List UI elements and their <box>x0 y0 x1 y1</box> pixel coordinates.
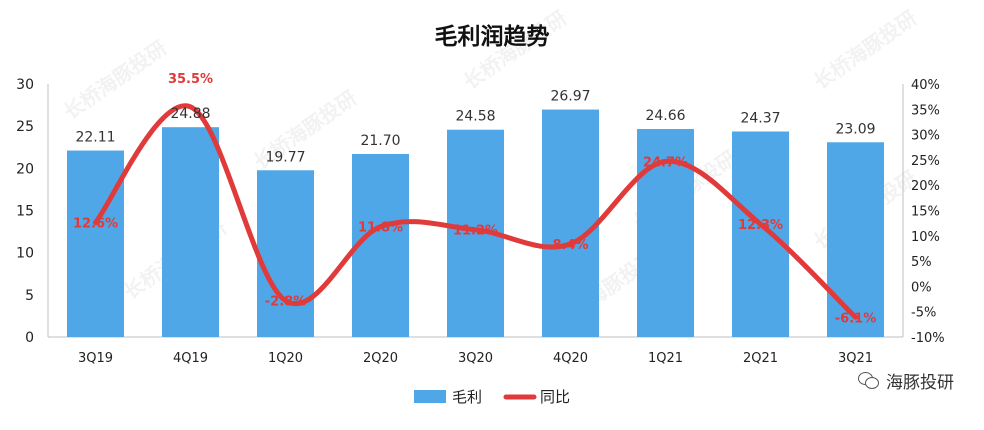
x-tick-label: 4Q20 <box>553 351 588 366</box>
x-tick-label: 3Q19 <box>78 351 113 366</box>
line-value-label: 24.7% <box>643 155 688 170</box>
y-right-tick-label: 40% <box>911 78 940 93</box>
bar-3Q21 <box>827 142 884 337</box>
line-value-label: 12.6% <box>73 217 118 232</box>
chart-title: 毛利润趋势 <box>435 23 550 50</box>
bar-2Q21 <box>732 131 789 337</box>
y-right-tick-label: -10% <box>911 331 945 346</box>
watermark-text-6: 长桥海豚投研 <box>809 6 921 94</box>
bar-value-label: 26.97 <box>550 89 590 105</box>
y-left-tick-label: 5 <box>25 288 34 304</box>
bar-1Q20 <box>257 170 314 337</box>
y-left-tick-label: 15 <box>16 204 34 220</box>
y-right-tick-label: 15% <box>911 205 940 220</box>
bar-value-label: 21.70 <box>360 133 400 149</box>
y-left-tick-label: 0 <box>25 330 34 346</box>
wechat-icon <box>858 371 880 390</box>
bar-4Q20 <box>542 109 599 337</box>
y-left-tick-label: 10 <box>16 246 34 262</box>
y-right-tick-label: 20% <box>911 179 940 194</box>
y-left-tick-label: 25 <box>16 119 34 135</box>
y-right-tick-label: 10% <box>911 230 940 245</box>
y-right-tick-label: -5% <box>911 306 936 321</box>
y-right-tick-label: 0% <box>911 280 932 295</box>
brand-watermark: 海豚投研 <box>858 368 954 393</box>
bar-value-label: 24.58 <box>455 109 495 125</box>
x-tick-label: 4Q19 <box>173 351 208 366</box>
bar-3Q19 <box>67 150 124 337</box>
y-right-tick-label: 30% <box>911 129 940 144</box>
bar-value-label: 19.77 <box>265 149 305 165</box>
line-value-label: 12.3% <box>738 218 783 233</box>
bar-4Q19 <box>162 127 219 337</box>
bar-value-label: 22.11 <box>75 130 115 146</box>
line-value-label: 8.4% <box>552 238 588 253</box>
y-left-tick-label: 30 <box>16 77 34 93</box>
brand-name: 海豚投研 <box>886 373 954 393</box>
yoy-line <box>93 103 858 320</box>
legend-label-bar: 毛利 <box>452 388 482 406</box>
x-tick-label: 2Q20 <box>363 351 398 366</box>
x-tick-label: 1Q20 <box>268 351 303 366</box>
bar-value-label: 23.09 <box>835 121 875 137</box>
x-tick-label: 3Q20 <box>458 351 493 366</box>
bar-2Q20 <box>352 153 409 337</box>
bar-value-label: 24.37 <box>740 110 780 126</box>
bar-value-label: 24.66 <box>645 108 685 124</box>
x-tick-label: 3Q21 <box>838 351 873 366</box>
y-left-tick-label: 20 <box>16 161 34 177</box>
y-right-tick-label: 25% <box>911 154 940 169</box>
line-value-label: 11.2% <box>453 224 498 239</box>
x-tick-label: 1Q21 <box>648 351 683 366</box>
y-right-tick-label: 35% <box>911 103 940 118</box>
legend-swatch-bar <box>414 390 446 403</box>
watermark-text-0: 长桥海豚投研 <box>59 36 171 124</box>
line-value-label: 35.5% <box>168 72 213 87</box>
bar-value-label: 24.88 <box>170 106 210 122</box>
y-right-tick-label: 5% <box>911 255 932 270</box>
x-tick-label: 2Q21 <box>743 351 778 366</box>
line-value-label: -6.1% <box>835 311 876 326</box>
line-value-label: 11.8% <box>358 221 403 236</box>
legend-label-line: 同比 <box>540 388 570 406</box>
line-value-label: -2.8% <box>265 295 306 310</box>
